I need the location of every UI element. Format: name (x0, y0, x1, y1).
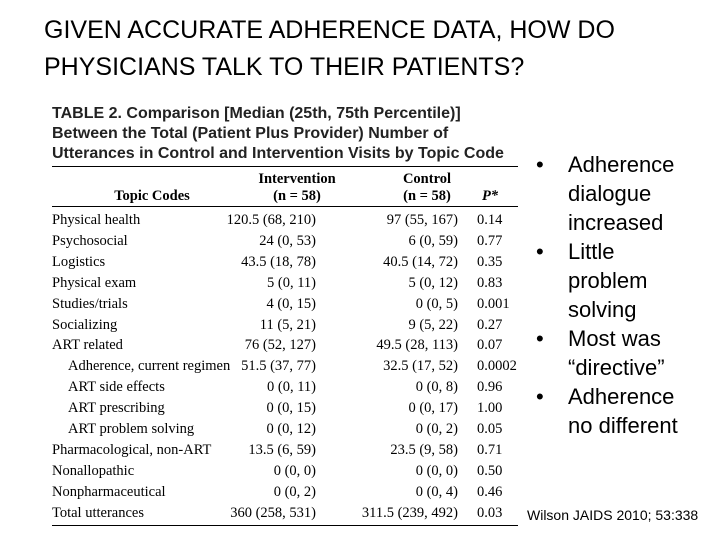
table-cell: 13.5 (6, 59) (248, 441, 316, 458)
table-cell: 6 (0, 59) (408, 232, 458, 249)
table-cell: 5 (0, 12) (408, 274, 458, 291)
table-cell: 24 (0, 53) (259, 232, 316, 249)
table-cell: 0.96 (477, 379, 503, 396)
bullet-dot: • (536, 326, 544, 351)
bullet-text: Adherence no different (568, 384, 678, 438)
row-label: ART problem solving (68, 421, 195, 437)
table-cell: 0.07 (477, 337, 503, 354)
table-cell: 23.5 (9, 58) (390, 441, 458, 458)
table-cell: 51.5 (37, 77) (241, 358, 316, 375)
table-cell: 0.46 (477, 483, 503, 500)
table-cell: 0.14 (477, 212, 503, 228)
table-cell: 0 (0, 2) (415, 421, 458, 437)
table-cell: 11 (5, 21) (259, 316, 316, 333)
table-cell: 0.03 (477, 504, 503, 521)
bullet-text: Most was “directive” (568, 326, 665, 380)
table-cell: 0 (0, 2) (273, 483, 316, 500)
slide-title: GIVEN ACCURATE ADHERENCE DATA, HOW DO PH… (44, 16, 615, 81)
column-header: Intervention (258, 171, 336, 187)
bullet-dot: • (536, 239, 544, 264)
row-label: Socializing (52, 316, 118, 333)
table-cell: 0 (0, 11) (267, 379, 316, 396)
caption-text: Comparison [Median (25th, 75th Percentil… (52, 105, 504, 162)
table-cell: 0.83 (477, 274, 503, 291)
table-cell: 311.5 (239, 492) (361, 504, 458, 521)
table-cell: 0.05 (477, 421, 503, 437)
bullet-list: • Adherence dialogue increased • Little pro… (532, 150, 698, 440)
column-header: (n = 58) (273, 188, 321, 204)
table-cell: 0 (0, 5) (415, 295, 458, 312)
column-header: (n = 58) (403, 188, 451, 204)
table-cell: 0.50 (477, 462, 503, 479)
bullet-item: • Little problem solving (532, 237, 698, 324)
table-rule (52, 525, 518, 526)
row-label: ART side effects (68, 379, 165, 396)
row-label: Total utterances (52, 504, 144, 521)
bullet-item: • Most was “directive” (532, 324, 698, 382)
row-label: ART prescribing (68, 400, 165, 417)
bullet-text: Adherence dialogue increased (568, 152, 675, 235)
table-cell: 0.77 (477, 232, 503, 249)
row-label: Physical health (52, 212, 141, 228)
table-cell: 0 (0, 0) (415, 462, 458, 479)
table-cell: 43.5 (18, 78) (241, 253, 316, 270)
bullet-dot: • (536, 384, 544, 409)
bullet-item: • Adherence no different (532, 382, 698, 440)
table-cell: 9 (5, 22) (408, 316, 458, 333)
table-cell: 0 (0, 0) (273, 462, 316, 479)
table-cell: 0 (0, 17) (408, 400, 458, 417)
table-cell: 5 (0, 11) (267, 274, 316, 291)
caption-label: TABLE 2. (52, 105, 122, 122)
table-cell: 0.35 (477, 253, 503, 270)
table-cell: 32.5 (17, 52) (383, 358, 458, 375)
table-cell: 0.001 (477, 295, 510, 312)
row-label: Adherence, current regimen (68, 358, 231, 375)
column-header: P* (481, 188, 499, 204)
table-cell: 97 (55, 167) (386, 212, 458, 228)
table-cell: 1.00 (477, 400, 503, 417)
row-label: Physical exam (52, 274, 137, 291)
table-cell: 49.5 (28, 113) (376, 337, 458, 354)
column-header: Control (402, 171, 452, 187)
table-rule (52, 206, 518, 207)
table: TABLE 2. Comparison [Median (25th, 75th … (52, 104, 520, 530)
row-label: Nonallopathic (52, 462, 135, 479)
row-label: Logistics (52, 253, 106, 270)
table-cell: 0.27 (477, 316, 503, 333)
citation: Wilson JAIDS 2010; 53:338 (527, 507, 699, 523)
table-cell: 0 (0, 8) (415, 379, 458, 396)
table-cell: 0.0002 (477, 358, 517, 375)
table-cell: 120.5 (68, 210) (226, 212, 316, 228)
row-label: Psychosocial (52, 232, 128, 249)
table-caption: TABLE 2. Comparison [Median (25th, 75th … (52, 104, 512, 164)
bullet-text: Little problem solving (568, 239, 648, 322)
bullet-item: • Adherence dialogue increased (532, 150, 698, 237)
row-label: Studies/trials (52, 295, 128, 312)
table-cell: 0.71 (477, 441, 503, 458)
bullet-dot: • (536, 152, 544, 177)
row-label: ART related (52, 337, 123, 354)
table-cell: 40.5 (14, 72) (383, 253, 458, 270)
row-label: Pharmacological, non-ART (52, 441, 212, 458)
table-cell: 0 (0, 4) (415, 483, 458, 500)
column-header: Topic Codes (114, 188, 190, 204)
table-rule (52, 166, 518, 167)
table-cell: 0 (0, 12) (266, 421, 316, 437)
row-label: Nonpharmaceutical (52, 483, 166, 500)
table-cell: 0 (0, 15) (266, 400, 316, 417)
table-cell: 76 (52, 127) (244, 337, 316, 354)
table-cell: 360 (258, 531) (230, 504, 316, 521)
table-cell: 4 (0, 15) (266, 295, 316, 312)
